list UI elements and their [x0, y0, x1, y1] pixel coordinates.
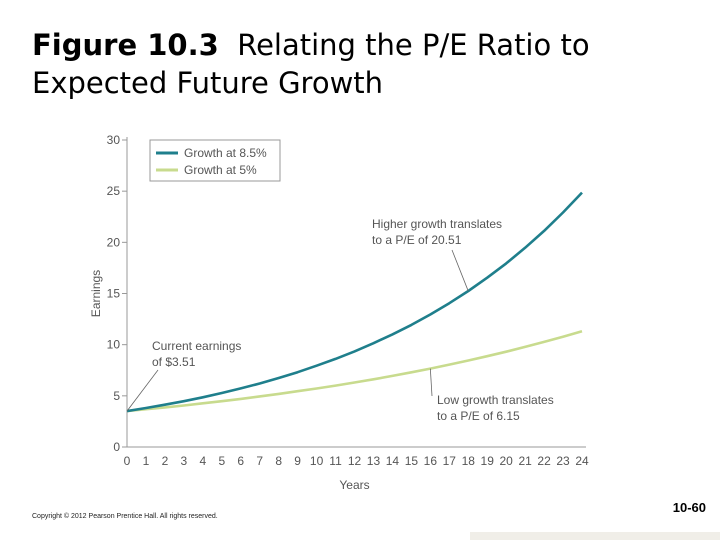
- x-tick-label: 16: [424, 454, 438, 468]
- annotation-high-growth-text: Higher growth translates: [372, 217, 502, 231]
- copyright-notice: Copyright © 2012 Pearson Prentice Hall. …: [32, 513, 218, 520]
- x-tick-label: 14: [386, 454, 400, 468]
- y-axis-label: Earnings: [89, 270, 103, 317]
- x-tick-label: 7: [256, 454, 263, 468]
- y-tick-label: 5: [113, 389, 120, 403]
- annotation-current-earnings-text: of $3.51: [152, 355, 196, 369]
- figure-number: Figure 10.3: [32, 28, 219, 62]
- annotation-low-growth-text: to a P/E of 6.15: [437, 409, 520, 423]
- x-tick-label: 23: [556, 454, 570, 468]
- series-line-growth-5: [126, 329, 583, 413]
- x-tick-label: 13: [367, 454, 381, 468]
- slide-number: 10-60: [672, 500, 706, 515]
- x-tick-label: 15: [405, 454, 419, 468]
- y-tick-label: 30: [107, 133, 121, 147]
- y-tick-label: 10: [107, 338, 121, 352]
- x-tick-label: 19: [481, 454, 495, 468]
- x-tick-label: 8: [275, 454, 282, 468]
- annotation-low-growth-leader: [429, 368, 433, 397]
- x-tick-label: 18: [462, 454, 476, 468]
- x-tick-label: 22: [537, 454, 551, 468]
- x-tick-label: 0: [124, 454, 131, 468]
- x-tick-label: 1: [143, 454, 150, 468]
- x-tick-label: 9: [294, 454, 301, 468]
- annotation-high-growth-leader: [451, 249, 469, 292]
- y-tick-label: 25: [107, 184, 121, 198]
- x-tick-label: 12: [348, 454, 362, 468]
- x-tick-label: 20: [499, 454, 513, 468]
- legend-box: [149, 139, 281, 182]
- legend-label: Growth at 5%: [184, 163, 257, 177]
- x-tick-label: 21: [518, 454, 532, 468]
- x-tick-label: 10: [310, 454, 324, 468]
- x-tick-label: 3: [181, 454, 188, 468]
- y-tick-label: 20: [107, 235, 121, 249]
- legend-label: Growth at 8.5%: [184, 146, 267, 160]
- y-tick-label: 0: [113, 440, 120, 454]
- x-tick-label: 2: [162, 454, 169, 468]
- x-tick-label: 4: [199, 454, 206, 468]
- x-tick-label: 6: [237, 454, 244, 468]
- x-tick-label: 17: [443, 454, 457, 468]
- annotation-current-earnings-leader: [126, 369, 159, 412]
- footer-bar: [470, 532, 720, 540]
- x-tick-label: 11: [329, 454, 342, 468]
- annotation-current-earnings-text: Current earnings: [152, 339, 241, 353]
- x-tick-label: 5: [218, 454, 225, 468]
- series-line-growth-8-5: [126, 191, 583, 413]
- x-axis-label: Years: [339, 478, 369, 492]
- y-tick-label: 15: [107, 287, 121, 301]
- annotation-low-growth-text: Low growth translates: [437, 393, 554, 407]
- slide-title: Figure 10.3 Relating the P/E Ratio to Ex…: [32, 26, 702, 102]
- annotation-high-growth-text: to a P/E of 20.51: [372, 233, 462, 247]
- figure-title-text: Relating the P/E Ratio to Expected Futur…: [32, 28, 590, 100]
- x-tick-label: 24: [575, 454, 589, 468]
